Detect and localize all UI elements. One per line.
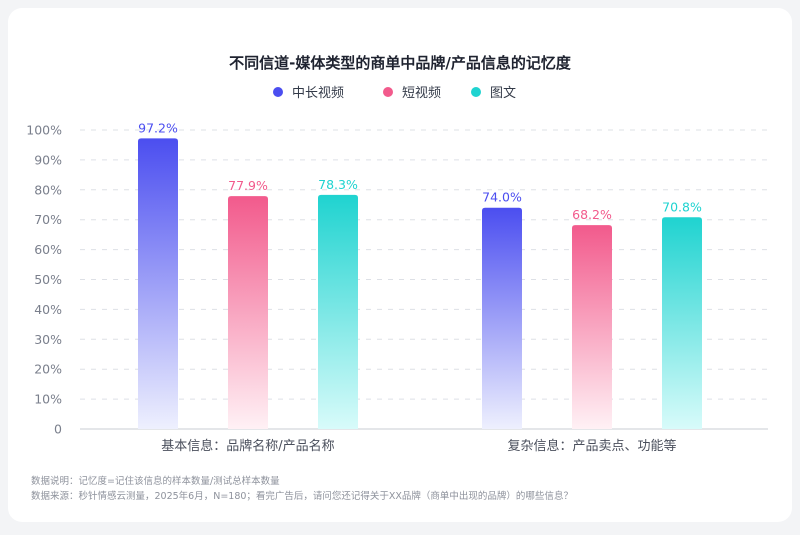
bar	[318, 194, 358, 429]
data-note: 数据说明：记忆度=记住该信息的样本数量/测试总样本数量	[31, 475, 280, 487]
y-tick-label: 0	[54, 422, 62, 437]
x-category-label: 基本信息：品牌名称/产品名称	[161, 438, 334, 454]
y-tick-label: 50%	[34, 272, 62, 287]
y-tick-label: 90%	[34, 152, 62, 167]
bars: 97.2% 77.9% 78.3% 74.0% 68.2% 70.8%	[138, 120, 702, 429]
bar	[482, 207, 522, 429]
bar	[228, 196, 268, 429]
legend-label: 中长视频	[292, 86, 344, 101]
chart-canvas: 不同信道-媒体类型的商单中品牌/产品信息的记忆度 中长视频 短视频 图文 0 10% 2…	[26, 54, 768, 502]
x-category-label: 复杂信息：产品卖点、功能等	[507, 438, 676, 454]
y-tick-label: 60%	[34, 242, 62, 257]
legend-marker	[383, 87, 393, 97]
bar-value-label: 74.0%	[482, 190, 522, 205]
bar	[138, 138, 178, 429]
y-tick-label: 20%	[34, 362, 62, 377]
legend: 中长视频 短视频 图文	[273, 86, 516, 101]
y-tick-label: 100%	[26, 123, 62, 138]
data-source: 数据来源：秒针情感云测量，2025年6月，N=180；看完广告后，请问您还记得关…	[31, 490, 573, 502]
legend-marker	[273, 87, 283, 97]
gridlines	[80, 129, 768, 430]
bar	[662, 217, 702, 429]
bar-value-label: 77.9%	[228, 178, 268, 193]
y-tick-label: 30%	[34, 332, 62, 347]
legend-label: 短视频	[402, 86, 441, 101]
chart-title: 不同信道-媒体类型的商单中品牌/产品信息的记忆度	[229, 54, 572, 72]
legend-label: 图文	[490, 86, 516, 101]
y-tick-label: 40%	[34, 302, 62, 317]
bar-value-label: 78.3%	[318, 177, 358, 192]
bar-value-label: 68.2%	[572, 207, 612, 222]
y-tick-label: 70%	[34, 212, 62, 227]
bar	[572, 225, 612, 429]
y-axis: 0 10% 20% 30% 40% 50% 60% 70% 80% 90% 100%	[26, 123, 62, 437]
x-axis: 基本信息：品牌名称/产品名称 复杂信息：产品卖点、功能等	[161, 438, 676, 454]
bar-value-label: 70.8%	[662, 199, 702, 214]
legend-marker	[471, 87, 481, 97]
y-tick-label: 80%	[34, 182, 62, 197]
bar-value-label: 97.2%	[138, 120, 178, 135]
y-tick-label: 10%	[34, 392, 62, 407]
chart-card: 不同信道-媒体类型的商单中品牌/产品信息的记忆度 中长视频 短视频 图文 0 10% 2…	[8, 8, 792, 522]
